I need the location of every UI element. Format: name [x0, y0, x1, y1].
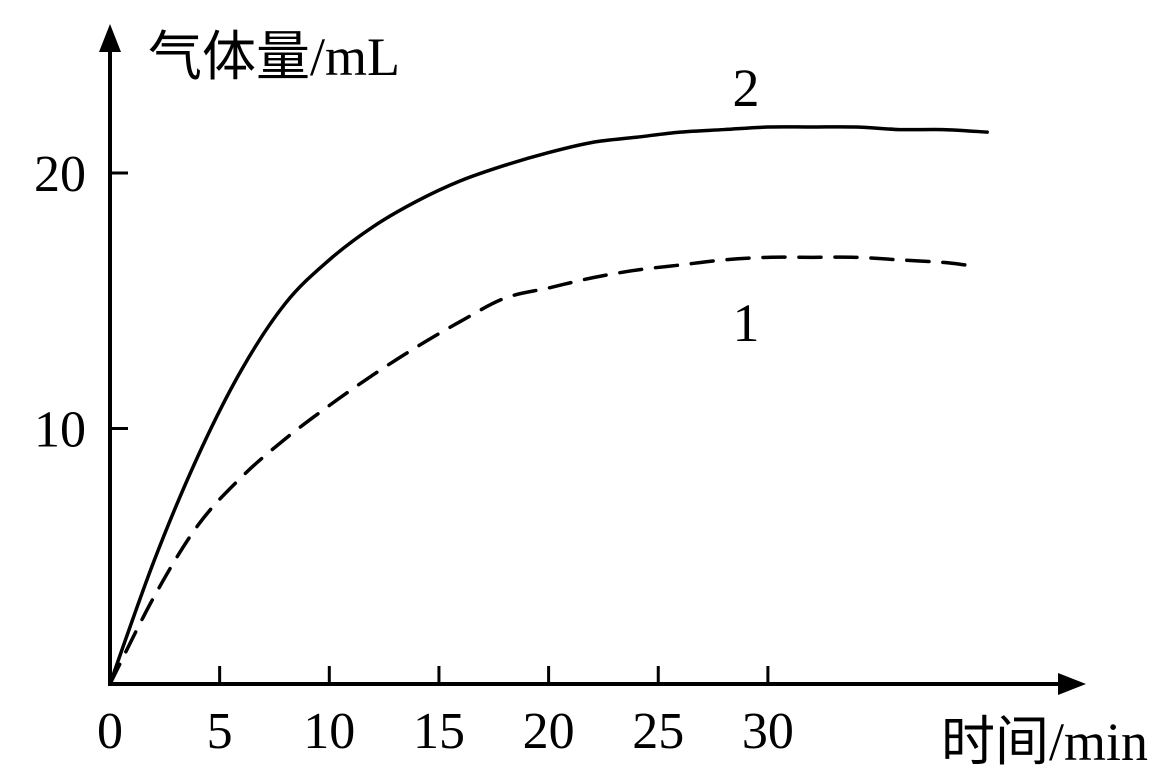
y-tick-label: 10 — [34, 402, 86, 459]
y-axis-label: 气体量/mL — [148, 27, 400, 87]
series-layer — [108, 125, 989, 686]
series-line-2 — [108, 125, 989, 686]
x-axis-arrow — [1058, 673, 1086, 695]
series-label-1: 1 — [733, 293, 760, 353]
y-ticks: 10 20 — [34, 146, 128, 459]
x-ticks: 0 5 10 15 20 25 30 — [97, 666, 794, 760]
y-tick-label: 20 — [34, 146, 86, 203]
x-tick-label: 0 — [97, 703, 123, 760]
x-tick-label: 30 — [742, 703, 794, 760]
x-tick-label: 20 — [523, 703, 575, 760]
x-tick-label: 10 — [303, 703, 355, 760]
x-tick-label: 25 — [632, 703, 684, 760]
x-axis: 时间/min — [110, 673, 1148, 772]
y-axis: 气体量/mL — [99, 24, 400, 686]
x-tick-label: 5 — [207, 703, 233, 760]
y-axis-arrow — [99, 24, 121, 52]
series-labels: 21 — [733, 58, 760, 353]
x-axis-label: 时间/min — [941, 712, 1148, 772]
series-line-1 — [108, 255, 968, 686]
series-label-2: 2 — [733, 58, 760, 118]
x-tick-label: 15 — [413, 703, 465, 760]
